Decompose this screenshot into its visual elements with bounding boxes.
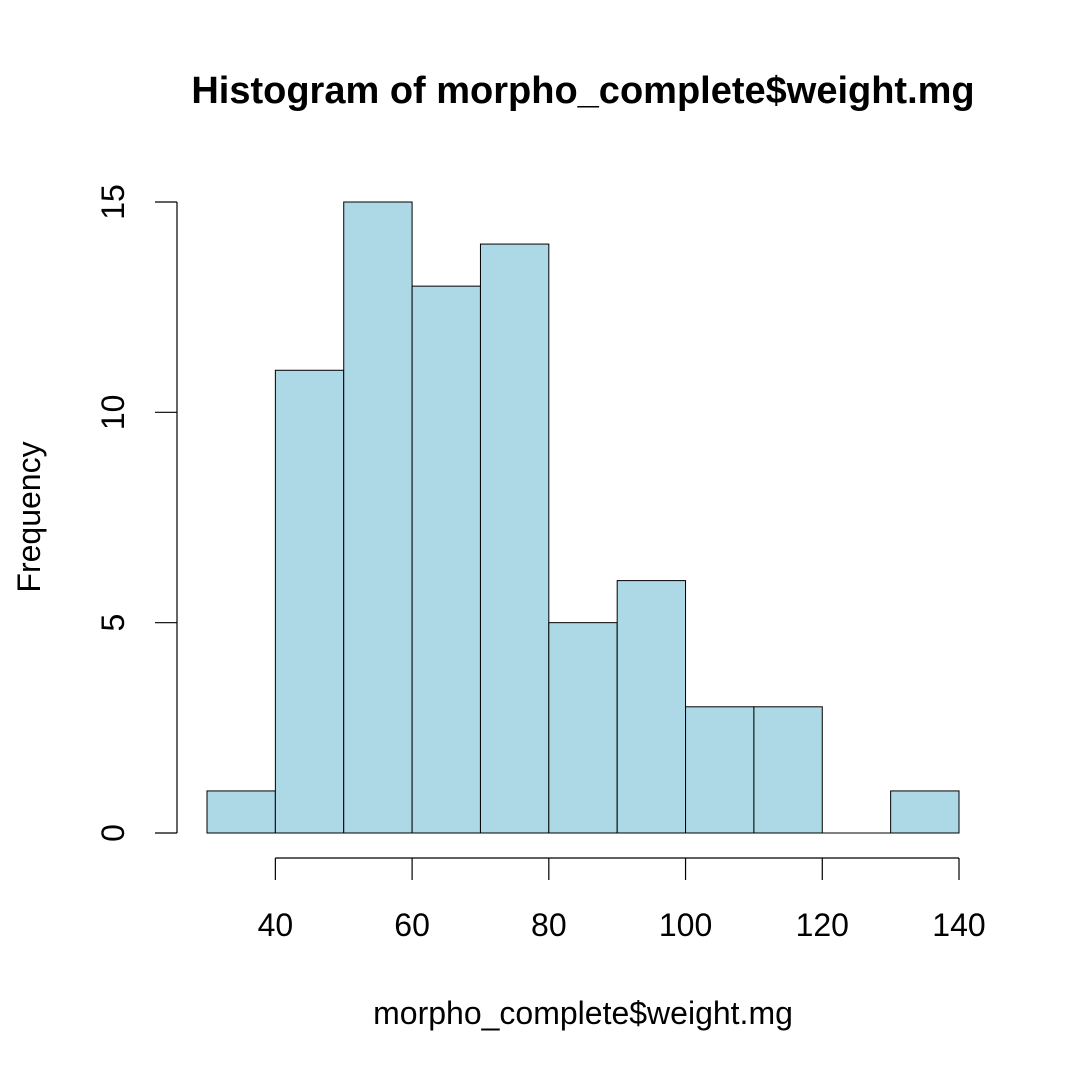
bars-group [206,201,960,834]
x-tick-label: 60 [394,907,430,943]
y-tick-label: 5 [95,614,131,632]
histogram-bar [548,622,618,834]
x-tick-label: 140 [932,907,985,943]
histogram-bar [685,706,755,834]
histogram-bar [274,369,345,834]
x-axis: 40 60 80 100 120 140 [258,857,986,943]
x-tick-label: 120 [796,907,849,943]
y-axis-label: Frequency [11,441,47,592]
y-axis: 0 5 10 15 [95,184,178,842]
histogram-bar [753,706,823,834]
histogram-bar [206,790,276,834]
x-tick-label: 40 [258,907,294,943]
y-tick-label: 10 [95,395,131,431]
histogram-bar [343,201,413,834]
x-tick-label: 100 [659,907,712,943]
chart-title: Histogram of morpho_complete$weight.mg [191,70,974,112]
histogram-bar [479,243,550,834]
y-tick-label: 15 [95,184,131,220]
histogram-bar [890,790,960,834]
x-tick-label: 80 [531,907,567,943]
y-tick-label: 0 [95,824,131,842]
histogram-bar [411,285,481,834]
histogram-bar [616,580,687,834]
x-axis-label: morpho_complete$weight.mg [373,995,793,1031]
